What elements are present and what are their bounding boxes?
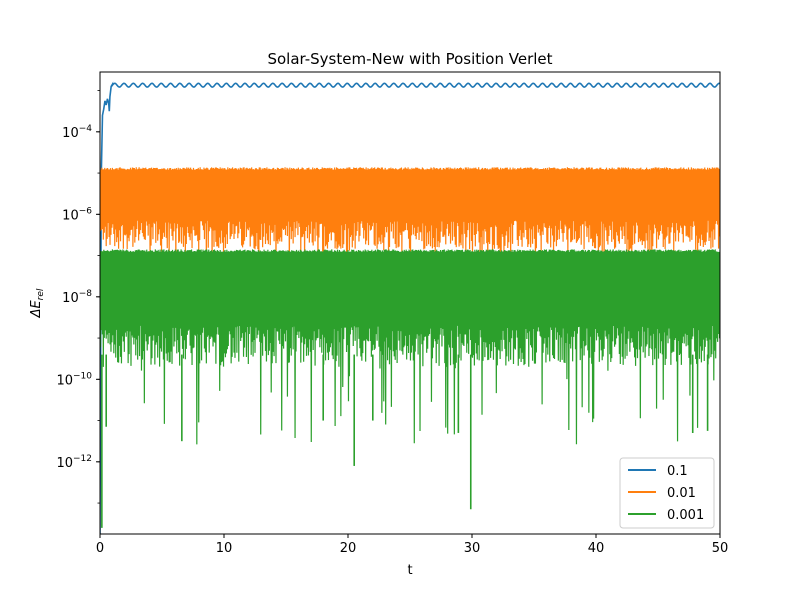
legend-entry-0.001: 0.001 (628, 508, 704, 523)
series-layer (100, 81, 720, 534)
y-axis-label-main: ΔE (29, 300, 44, 319)
series-line-0.001 (100, 249, 720, 445)
legend-entry-0.1: 0.1 (628, 464, 688, 479)
series-line-0.01 (100, 167, 720, 268)
x-tick-label: 50 (712, 541, 729, 556)
x-axis-label: t (407, 563, 412, 578)
x-tick-label: 20 (340, 541, 357, 556)
y-axis-label-sub: rel (36, 288, 46, 300)
y-tick-label: 10−6 (62, 206, 92, 223)
y-tick-label: 10−10 (56, 371, 92, 388)
y-tick-label: 10−12 (56, 454, 92, 471)
legend-label-0.01: 0.01 (667, 486, 696, 501)
legend-box (619, 457, 715, 529)
legend-label-0.1: 0.1 (667, 464, 688, 479)
x-axis: 0 10 20 30 40 50 (96, 534, 728, 556)
chart-title: Solar-System-New with Position Verlet (267, 50, 552, 68)
legend: 0.1 0.01 0.001 (619, 457, 715, 529)
x-tick-label: 10 (216, 541, 233, 556)
legend-entry-0.01: 0.01 (628, 486, 696, 501)
series-line-0.1 (100, 81, 720, 534)
x-tick-label: 30 (464, 541, 481, 556)
plot-area-frame (99, 71, 721, 535)
y-tick-label: 10−4 (62, 124, 92, 141)
x-tick-label: 0 (96, 541, 104, 556)
y-tick-label: 10−8 (62, 289, 92, 306)
y-axis: 10−4 10−6 10−8 10−10 10−12 (56, 90, 100, 504)
legend-label-0.001: 0.001 (667, 508, 704, 523)
y-axis-label: ΔErel (29, 288, 46, 318)
x-tick-label: 40 (588, 541, 605, 556)
